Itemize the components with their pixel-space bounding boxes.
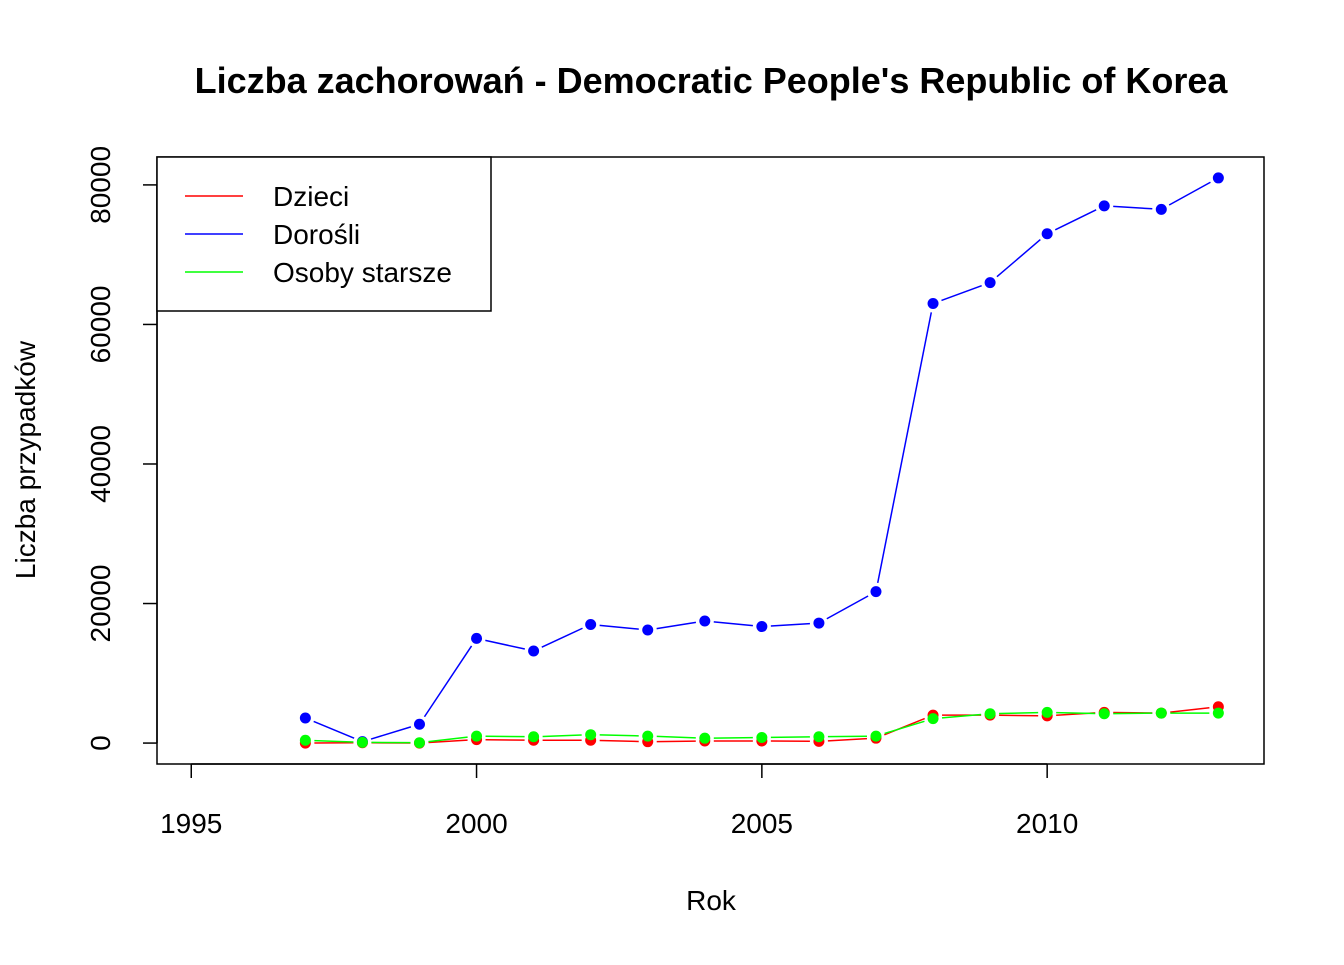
series-dorosli-point [1099,200,1110,211]
series-dzieci-segment [828,739,867,741]
series-osoby-starsze-point [1213,708,1224,719]
series-osoby-starsze-segment [885,721,925,733]
series-dorosli-point [1156,204,1167,215]
series-dorosli-segment [1169,182,1210,205]
series-dorosli-point [642,625,653,636]
legend: Dzieci Dorośli Osoby starsze [157,157,491,311]
series-dorosli-segment [600,625,639,629]
series-osoby-starsze-point [699,733,710,744]
series-osoby-starsze-segment [657,736,696,737]
y-tick-label: 20000 [85,565,116,643]
series-osoby-starsze-segment [314,741,353,742]
series-dorosli-segment [997,240,1040,277]
x-tick-label: 2005 [731,808,793,839]
series-osoby-starsze-point [1042,707,1053,718]
series-dorosli-segment [314,721,354,738]
y-tick-label: 0 [85,735,116,751]
series-dorosli-point [471,633,482,644]
y-tick-label: 40000 [85,425,116,503]
x-tick-label: 2000 [445,808,507,839]
series-dorosli-point [813,618,824,629]
series-osoby-starsze-point [1099,708,1110,719]
series-dzieci-segment [600,740,639,741]
series-osoby-starsze-segment [999,713,1038,714]
series-osoby-starsze-segment [600,735,639,736]
series-osoby-starsze-point [585,729,596,740]
series-osoby-starsze-point [813,731,824,742]
series-osoby-starsze-point [414,737,425,748]
y-tick-label: 60000 [85,286,116,364]
series-osoby-starsze-point [357,737,368,748]
series-osoby-starsze-point [1156,708,1167,719]
series-dorosli-point [414,719,425,730]
series-dorosli-point [1213,172,1224,183]
series-osoby-starsze-point [756,732,767,743]
series-osoby-starsze-point [642,731,653,742]
series-osoby-starsze-point [870,731,881,742]
series-dorosli-point [985,277,996,288]
series-dorosli-point [870,586,881,597]
series-osoby-starsze-segment [543,735,582,736]
series-dorosli-segment [1113,206,1152,208]
series-dorosli-segment [424,646,471,717]
x-axis-label: Rok [686,885,737,916]
series-dorosli-segment [1055,210,1096,230]
series-dorosli-segment [542,628,583,647]
series-dorosli-segment [941,286,981,301]
x-tick-label: 1995 [160,808,222,839]
y-tick-label: 80000 [85,146,116,224]
series-osoby-starsze-point [300,735,311,746]
series-dorosli-point [756,621,767,632]
series-osoby-starsze-point [985,708,996,719]
series-osoby-starsze-point [528,731,539,742]
series-dzieci-segment [1170,708,1209,712]
chart-title: Liczba zachorowań - Democratic People's … [195,60,1229,101]
x-tick-label: 2010 [1016,808,1078,839]
legend-entry-label: Dzieci [273,181,349,212]
series-dorosli-segment [878,312,932,582]
series-dorosli-point [585,619,596,630]
series-osoby-starsze-point [928,713,939,724]
series-dorosli-point [300,712,311,723]
series-dorosli-point [699,615,710,626]
series-dorosli-point [528,645,539,656]
legend-entry-label: Osoby starsze [273,257,452,288]
series-dorosli-point [928,298,939,309]
series-dorosli-segment [771,624,810,626]
series-dorosli-segment [657,622,696,628]
y-axis-label: Liczba przypadków [10,340,41,579]
series-dorosli-segment [827,596,868,619]
series-osoby-starsze-segment [1056,713,1095,714]
series-dorosli-segment [485,640,524,649]
series-dorosli-segment [371,727,411,739]
series-dorosli-point [1042,228,1053,239]
series-osoby-starsze-point [471,731,482,742]
series-dorosli-segment [714,622,753,626]
legend-entry-label: Dorośli [273,219,360,250]
